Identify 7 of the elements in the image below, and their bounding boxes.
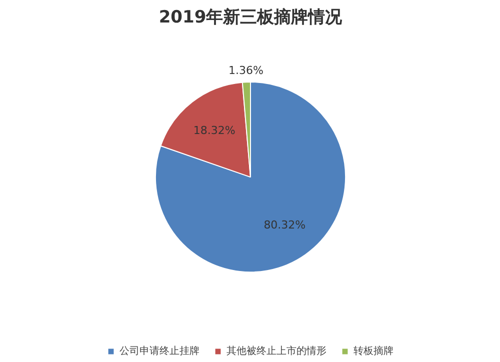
data-label: 1.36% (228, 64, 264, 78)
data-label: 80.32% (264, 218, 306, 232)
chart-title: 2019年新三板摘牌情况 (158, 8, 344, 28)
data-label: 18.32% (193, 124, 236, 138)
legend-label: 转板摘牌 (354, 344, 394, 358)
legend-label: 其他被终止上市的情形 (226, 344, 326, 358)
legend-label: 公司申请终止挂牌 (120, 344, 200, 358)
